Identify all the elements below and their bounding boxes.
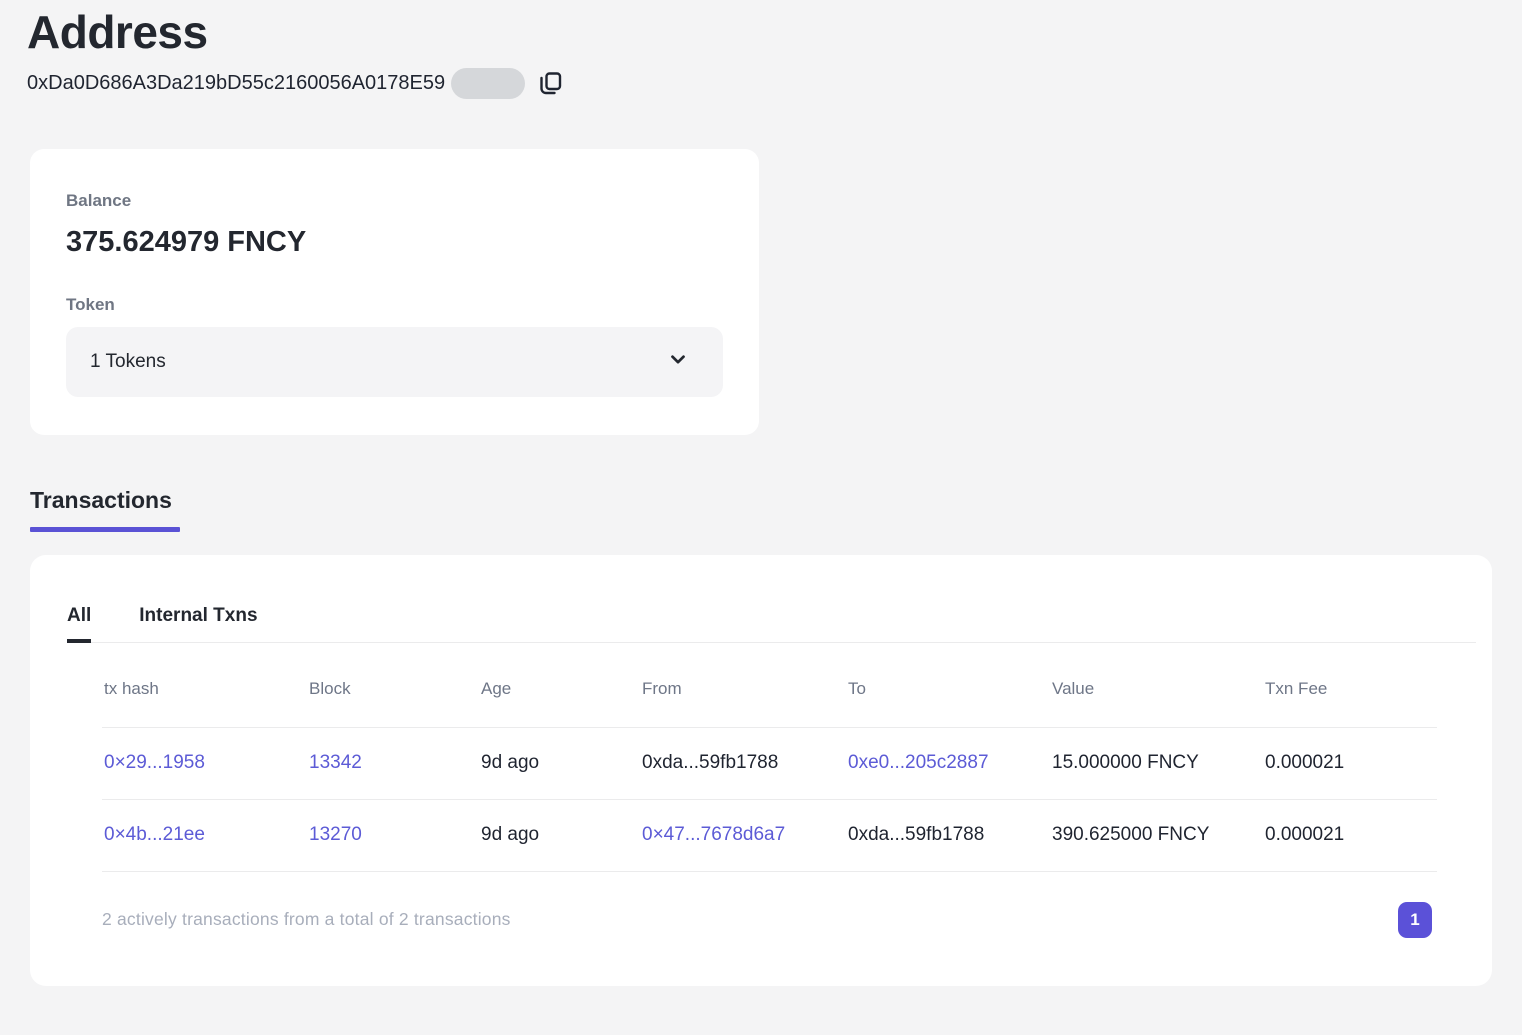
page-title: Address [27, 6, 208, 58]
col-header-value: Value [1050, 642, 1263, 728]
tx-hash-link[interactable]: 0×4b...21ee [104, 824, 205, 846]
from-address-text: 0xda...59fb1788 [642, 752, 779, 774]
to-address-text: 0xda...59fb1788 [848, 824, 985, 846]
transactions-card: All Internal Txns tx hash Block Age From… [30, 554, 1492, 986]
copy-address-button[interactable] [537, 70, 564, 97]
block-link[interactable]: 13342 [309, 752, 362, 774]
tabs-row: All Internal Txns [67, 555, 1476, 643]
value-text: 390.625000 FNCY [1052, 824, 1210, 846]
block-link[interactable]: 13270 [309, 824, 362, 846]
age-text: 9d ago [481, 752, 540, 774]
col-header-from: From [640, 642, 846, 728]
txn-fee-text: 0.000021 [1265, 752, 1345, 774]
to-address-link[interactable]: 0xe0...205c2887 [848, 752, 989, 774]
txn-fee-text: 0.000021 [1265, 824, 1345, 846]
col-header-age: Age [479, 642, 640, 728]
table-footer: 2 actively transactions from a total of … [102, 901, 1432, 938]
col-header-txn-fee: Txn Fee [1263, 642, 1437, 728]
col-header-tx-hash: tx hash [102, 642, 307, 728]
balance-value: 375.624979 FNCY [66, 225, 307, 258]
page-header: Address 0xDa0D686A3Da219bD55c2160056A017… [0, 0, 1522, 99]
copy-icon [537, 70, 564, 97]
age-text: 9d ago [481, 824, 540, 846]
col-header-block: Block [307, 642, 479, 728]
tx-hash-link[interactable]: 0×29...1958 [104, 752, 205, 774]
table-row: 0×4b...21ee 13270 9d ago 0×47...7678d6a7… [102, 799, 1437, 872]
col-header-to: To [846, 642, 1050, 728]
transactions-title-underline [30, 526, 180, 532]
address-text: 0xDa0D686A3Da219bD55c2160056A0178E59 [27, 71, 446, 94]
pagination-page-1-button[interactable]: 1 [1398, 901, 1432, 938]
token-select-value: 1 Tokens [90, 350, 166, 372]
balance-card: Balance 375.624979 FNCY Token 1 Tokens [30, 148, 759, 435]
transactions-section-header: Transactions [30, 487, 1522, 532]
balance-label: Balance [66, 190, 132, 210]
transactions-table-wrap: tx hash Block Age From To Value Txn Fee … [102, 642, 1437, 872]
token-select[interactable]: 1 Tokens [66, 326, 723, 397]
token-label: Token [66, 294, 115, 314]
table-header-row: tx hash Block Age From To Value Txn Fee [102, 642, 1437, 728]
transactions-count-text: 2 actively transactions from a total of … [102, 909, 511, 930]
table-row: 0×29...1958 13342 9d ago 0xda...59fb1788… [102, 727, 1437, 800]
address-row: 0xDa0D686A3Da219bD55c2160056A0178E59 [27, 67, 1522, 99]
transactions-title: Transactions [30, 486, 172, 513]
transactions-table: tx hash Block Age From To Value Txn Fee … [102, 642, 1437, 872]
tab-all[interactable]: All [67, 605, 92, 643]
address-redacted-pill [451, 67, 526, 99]
value-text: 15.000000 FNCY [1052, 752, 1199, 774]
chevron-down-icon [667, 348, 689, 376]
tab-internal-txns[interactable]: Internal Txns [139, 605, 257, 642]
from-address-link[interactable]: 0×47...7678d6a7 [642, 824, 786, 846]
